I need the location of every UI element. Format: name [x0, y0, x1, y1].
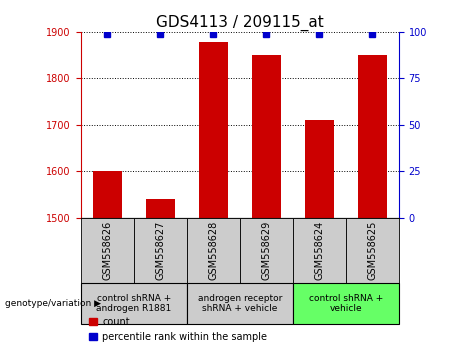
Bar	[146, 199, 175, 218]
Text: GSM558629: GSM558629	[261, 221, 271, 280]
Title: GDS4113 / 209115_at: GDS4113 / 209115_at	[156, 14, 324, 30]
Text: GSM558626: GSM558626	[102, 221, 112, 280]
Bar	[252, 55, 281, 218]
Text: androgen receptor
shRNA + vehicle: androgen receptor shRNA + vehicle	[197, 294, 282, 313]
Bar	[199, 42, 228, 218]
Text: GSM558628: GSM558628	[208, 221, 218, 280]
Text: genotype/variation ▶: genotype/variation ▶	[5, 299, 100, 308]
Bar	[305, 120, 334, 218]
Text: GSM558627: GSM558627	[155, 221, 165, 280]
Text: control shRNA +
vehicle: control shRNA + vehicle	[308, 294, 383, 313]
Bar	[358, 55, 387, 218]
Legend: count, percentile rank within the sample: count, percentile rank within the sample	[86, 313, 271, 346]
Text: control shRNA +
androgen R1881: control shRNA + androgen R1881	[96, 294, 171, 313]
Bar	[93, 171, 122, 218]
Text: GSM558624: GSM558624	[314, 221, 324, 280]
Text: GSM558625: GSM558625	[367, 221, 377, 280]
